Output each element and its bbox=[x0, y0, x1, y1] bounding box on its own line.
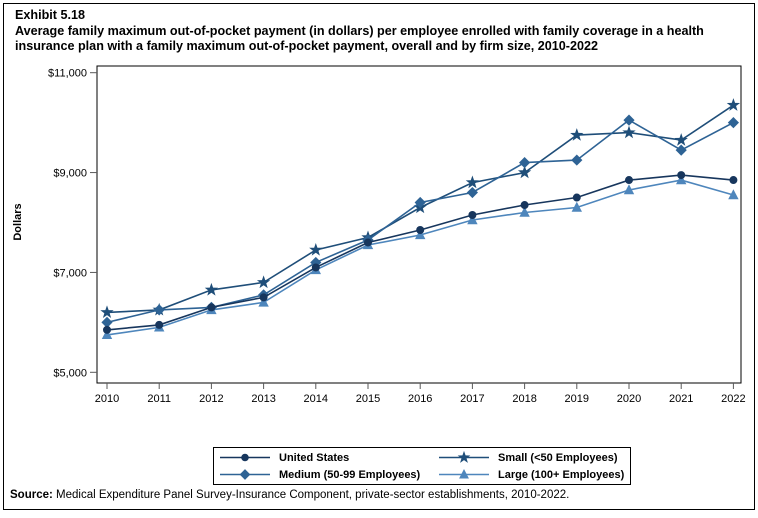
x-tick-label: 2019 bbox=[565, 393, 589, 405]
legend-marker-triangle-icon bbox=[439, 468, 489, 479]
x-axis: 2010 2011 2012 2013 2014 2015 2016 2017 2018 2019… bbox=[95, 383, 746, 405]
legend-item-medium-50-99-employees: Medium (50-99 Employees) bbox=[214, 467, 433, 483]
legend-marker-circle-icon bbox=[220, 453, 270, 462]
y-axis: $5,000 $7,000 $9,000 $11,000 Dollars bbox=[12, 68, 97, 379]
y-tick-label: $5,000 bbox=[53, 367, 87, 379]
x-tick-label: 2015 bbox=[356, 393, 380, 405]
x-tick-label: 2022 bbox=[721, 393, 745, 405]
x-tick-label: 2012 bbox=[199, 393, 223, 405]
exhibit-number: Exhibit 5.18 bbox=[15, 8, 85, 22]
source-text: Medical Expenditure Panel Survey-Insuran… bbox=[52, 489, 570, 501]
x-tick-label: 2013 bbox=[251, 393, 275, 405]
x-tick-label: 2014 bbox=[304, 393, 328, 405]
source-note: Source: Medical Expenditure Panel Survey… bbox=[10, 489, 569, 501]
exhibit-title: Average family maximum out-of-pocket pay… bbox=[15, 23, 704, 54]
legend-label: Large (100+ Employees) bbox=[498, 468, 625, 481]
series-united-states bbox=[103, 171, 738, 334]
legend-label: United States bbox=[279, 451, 350, 464]
x-tick-label: 2017 bbox=[460, 393, 484, 405]
x-tick-label: 2010 bbox=[95, 393, 119, 405]
y-tick-label: $9,000 bbox=[53, 168, 87, 180]
legend-marker-star-icon bbox=[439, 450, 489, 463]
x-tick-label: 2020 bbox=[617, 393, 641, 405]
y-tick-label: $11,000 bbox=[48, 68, 87, 80]
source-label: Source: bbox=[10, 489, 53, 501]
legend-label: Medium (50-99 Employees) bbox=[279, 468, 421, 481]
legend-marker-diamond-icon bbox=[220, 469, 270, 480]
y-tick-label: $7,000 bbox=[53, 267, 87, 279]
chart-legend: United States Small (<50 Employees) Medium… bbox=[213, 447, 631, 485]
x-tick-label: 2018 bbox=[512, 393, 536, 405]
plot-frame bbox=[96, 65, 742, 384]
x-tick-label: 2016 bbox=[408, 393, 432, 405]
legend-item-united-states: United States bbox=[214, 450, 433, 466]
y-axis-title: Dollars bbox=[12, 203, 24, 240]
title-block: Exhibit 5.18 Average family maximum out-… bbox=[15, 8, 741, 55]
legend-item-small-50-employees: Small (<50 Employees) bbox=[433, 450, 630, 466]
line-chart: $5,000 $7,000 $9,000 $11,000 Dollars 2010 2011… bbox=[12, 65, 746, 405]
legend-label: Small (<50 Employees) bbox=[498, 451, 618, 464]
x-tick-label: 2011 bbox=[147, 393, 171, 405]
x-tick-label: 2021 bbox=[669, 393, 693, 405]
legend-item-large-100-employees: Large (100+ Employees) bbox=[433, 467, 630, 483]
